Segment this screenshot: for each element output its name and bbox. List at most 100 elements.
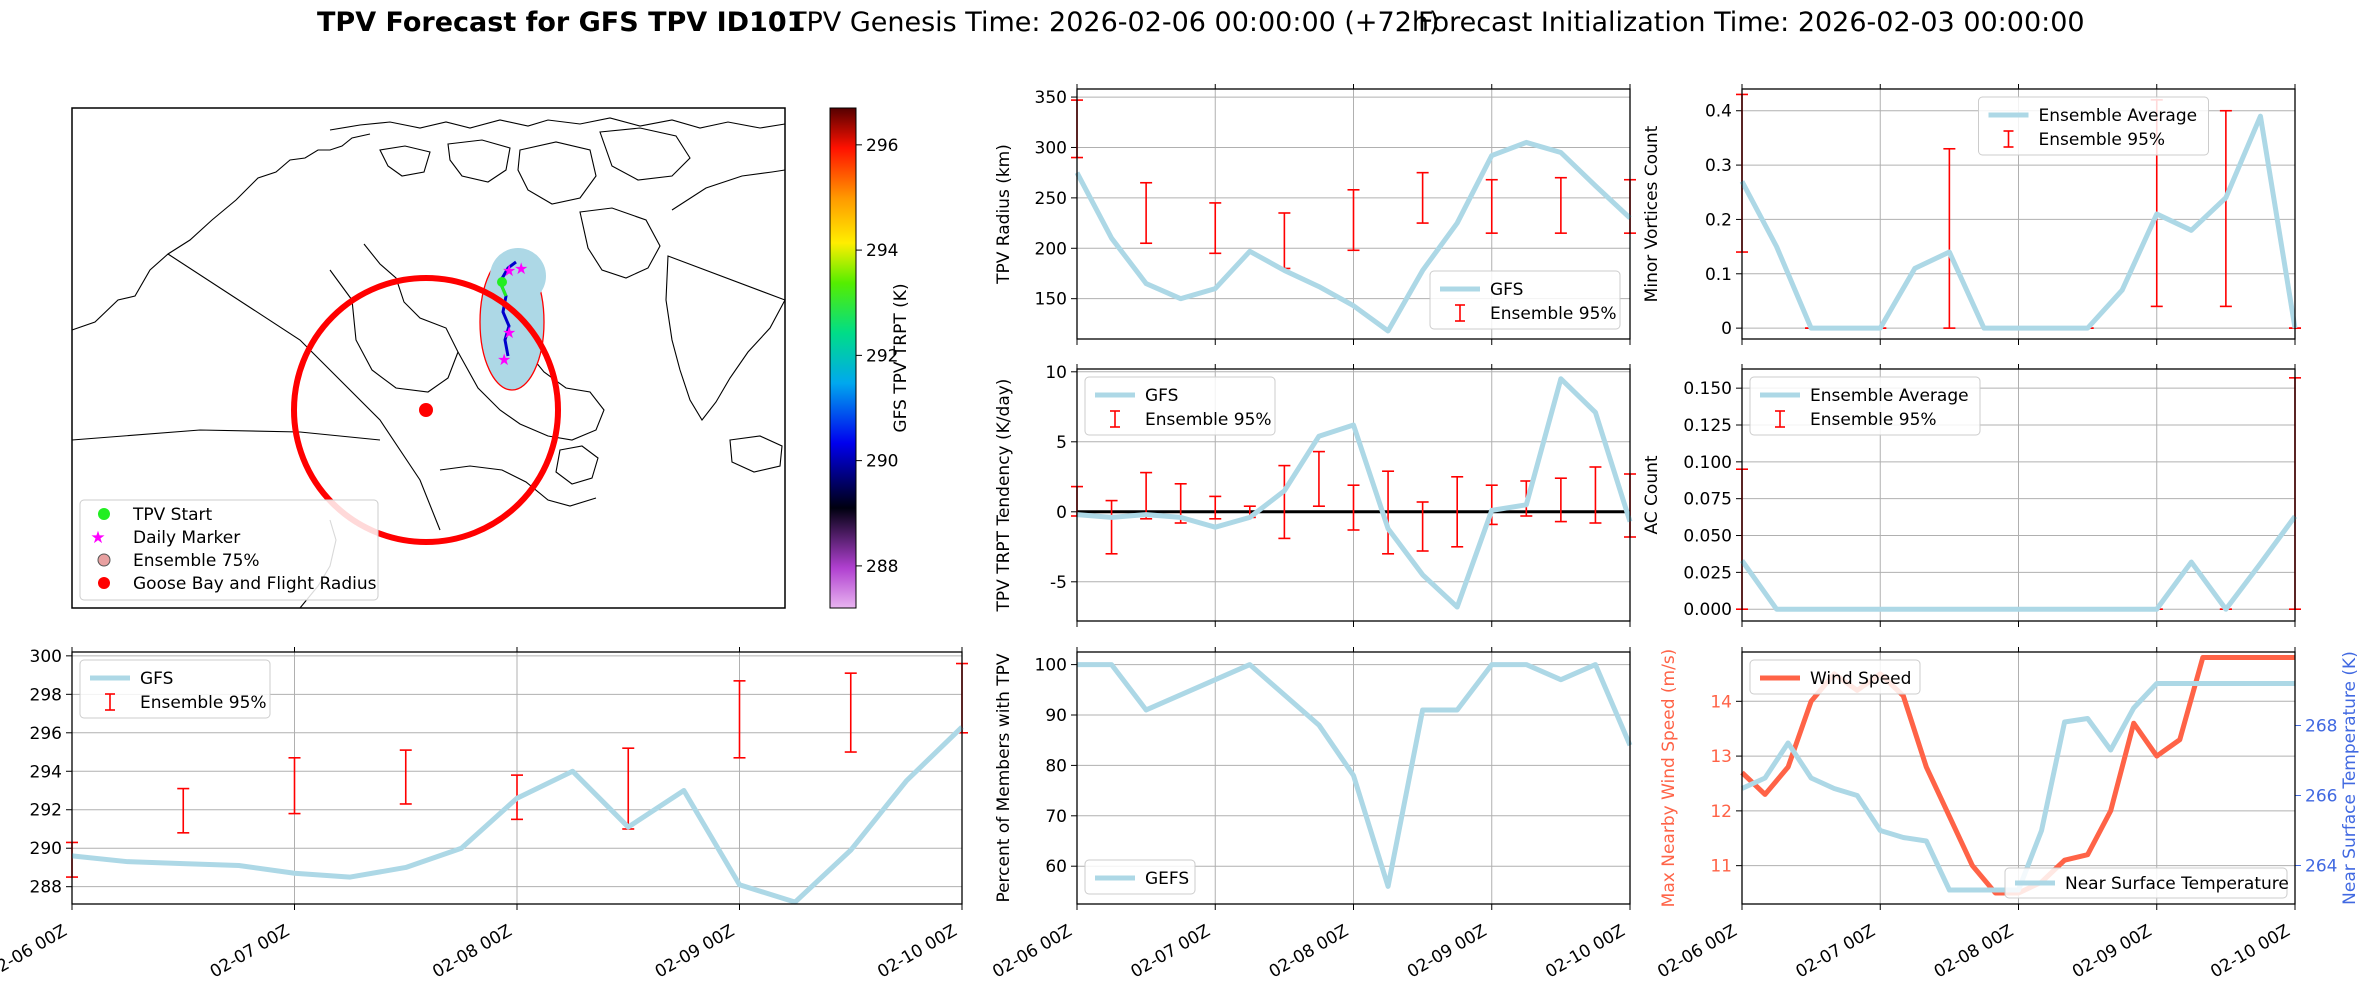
x-tick-label: 02-10 00Z	[2207, 921, 2293, 982]
chart-legend: Ensemble Average Ensemble 95%	[1749, 376, 1981, 436]
chart-legend-box	[1749, 659, 1921, 695]
coastline-baffin	[579, 207, 661, 279]
y-axis-label: Percent of Members with TPV	[994, 653, 1014, 902]
daily-marker: ★	[502, 261, 516, 280]
legend-daily-marker-icon: ★	[90, 528, 105, 548]
y-tick-label: 300	[30, 647, 62, 667]
axes-frame	[1076, 651, 1631, 905]
legend-label: Ensemble Average	[1810, 386, 1969, 406]
colorbar-tick-label: 294	[866, 241, 898, 261]
error-bar	[288, 757, 301, 815]
legend-label: Goose Bay and Flight Radius	[133, 574, 377, 594]
flight-radius-circle	[291, 275, 561, 545]
map-legend-box	[79, 499, 379, 601]
error-bar	[1451, 475, 1464, 548]
title-init: Forecast Initialization Time: 2026-02-03…	[1418, 7, 2085, 38]
error-bar	[1278, 464, 1291, 540]
coastline-islands-1	[379, 145, 431, 177]
colorbar-tick-label: 290	[866, 452, 898, 472]
x-tick-label: 02-06 00Z	[989, 921, 1075, 982]
y-axis-label: TPV TRPT (K)	[0, 723, 2, 834]
legend-label: Daily Marker	[133, 528, 240, 548]
coastline-maritimes	[439, 465, 597, 507]
error-bar	[1105, 499, 1118, 555]
y-tick-label: 150	[1035, 290, 1067, 310]
chart-tendency: -5 0 5 10 TPV TRPT Tendency (K/day) GFS Ensemb…	[994, 363, 1636, 627]
chart-wind_temp: 02-06 00Z 02-07 00Z 02-08 00Z 02-09 00Z 02-1…	[1654, 647, 2360, 982]
chart-legend-box	[1749, 376, 1981, 436]
y-tick-label: 296	[30, 724, 62, 744]
y-tick-label: 0.2	[1705, 210, 1732, 230]
y-tick-label: 0.3	[1705, 156, 1732, 176]
x-tick-label: 02-06 00Z	[1654, 921, 1740, 982]
coastline-newfoundland	[555, 445, 599, 485]
y-tick-label: 288	[30, 878, 62, 898]
y-tick-label: 250	[1035, 189, 1067, 209]
chart-legend-right: Near Surface Temperature	[2004, 867, 2289, 899]
legend-label: GFS	[1490, 280, 1523, 300]
axes-frame	[1076, 88, 1631, 340]
series-line	[1739, 113, 2298, 331]
x-tick-label: 02-09 00Z	[1404, 921, 1490, 982]
coastline-islands-4	[599, 127, 691, 181]
axes-frame	[1076, 368, 1631, 622]
series-line	[1077, 662, 1633, 889]
y-tick-label: 0.100	[1683, 453, 1732, 473]
error-bar	[1416, 501, 1429, 552]
x-tick-label: 02-07 00Z	[207, 921, 293, 982]
legend-label: Ensemble 95%	[140, 693, 267, 713]
error-bar	[1209, 495, 1222, 520]
y-tick-label: 294	[30, 762, 62, 782]
y-tick-label: 13	[1710, 747, 1732, 767]
axes-frame	[1741, 368, 2296, 622]
chart-legend-box	[1978, 96, 2209, 156]
y-tick-label: 0.4	[1705, 102, 1732, 122]
error-bar	[844, 672, 857, 753]
error-bar	[1554, 477, 1567, 523]
legend-label: Wind Speed	[1810, 669, 1911, 689]
chart-ac: 0.000 0.025 0.050 0.075 0.100 0.125 0.150 AC Co…	[1642, 364, 2301, 627]
colorbar-label: GFS TPV TRPT (K)	[891, 283, 911, 432]
y-tick-label: 200	[1035, 239, 1067, 259]
x-tick-label: 02-08 00Z	[1266, 921, 1352, 982]
y-tick-label: 300	[1035, 138, 1067, 158]
coastline-islands-2	[447, 139, 511, 183]
y-axis-label: Max Nearby Wind Speed (m/s)	[1659, 649, 1679, 908]
figure-title: TPV Forecast for GFS TPV ID101 TPV Genes…	[317, 7, 2085, 38]
error-bar	[399, 749, 412, 805]
y-tick-label: 90	[1045, 706, 1067, 726]
legend-label: Ensemble 95%	[1145, 410, 1272, 430]
error-bar	[1554, 176, 1567, 234]
y-tick-label-right: 266	[2305, 787, 2337, 807]
legend-label: Ensemble Average	[2039, 106, 2198, 126]
error-bar	[1140, 471, 1153, 520]
x-tick-label: 02-06 00Z	[0, 921, 71, 982]
title-genesis: TPV Genesis Time: 2026-02-06 00:00:00 (+…	[789, 7, 1440, 38]
goose-bay-marker	[419, 403, 433, 417]
map-legend: TPV Start ★ Daily Marker Ensemble 75% Goose …	[79, 499, 379, 601]
y-axis-label-right: Near Surface Temperature (K)	[2340, 651, 2360, 905]
axes-frame	[1741, 88, 2296, 340]
x-tick-label: 02-09 00Z	[652, 921, 738, 982]
title-bold: TPV Forecast for GFS TPV ID101	[317, 7, 805, 38]
legend-label: Ensemble 95%	[1810, 410, 1937, 430]
y-tick-label: -5	[1050, 573, 1067, 593]
y-tick-label: 0.075	[1683, 490, 1732, 510]
colorbar-gradient	[829, 107, 857, 609]
coastline-arctic-archipelago	[329, 117, 786, 131]
series-line	[1074, 139, 1632, 334]
y-tick-label: 11	[1710, 857, 1732, 877]
error-bar	[1140, 181, 1153, 245]
y-tick-label: 290	[30, 839, 62, 859]
error-bar	[1347, 189, 1360, 252]
error-bar	[1278, 212, 1291, 270]
legend-label: Ensemble 75%	[133, 551, 260, 571]
border-canada	[71, 429, 381, 441]
y-tick-label-right: 264	[2305, 857, 2337, 877]
y-tick-label: 0	[1721, 319, 1732, 339]
x-tick-label: 02-10 00Z	[1542, 921, 1628, 982]
map-panel: ★ ★ ★ ★ TPV Start ★ Daily Marker Ensemble 7…	[71, 107, 786, 609]
coastline-alaska	[71, 133, 371, 331]
error-bar	[622, 747, 635, 830]
